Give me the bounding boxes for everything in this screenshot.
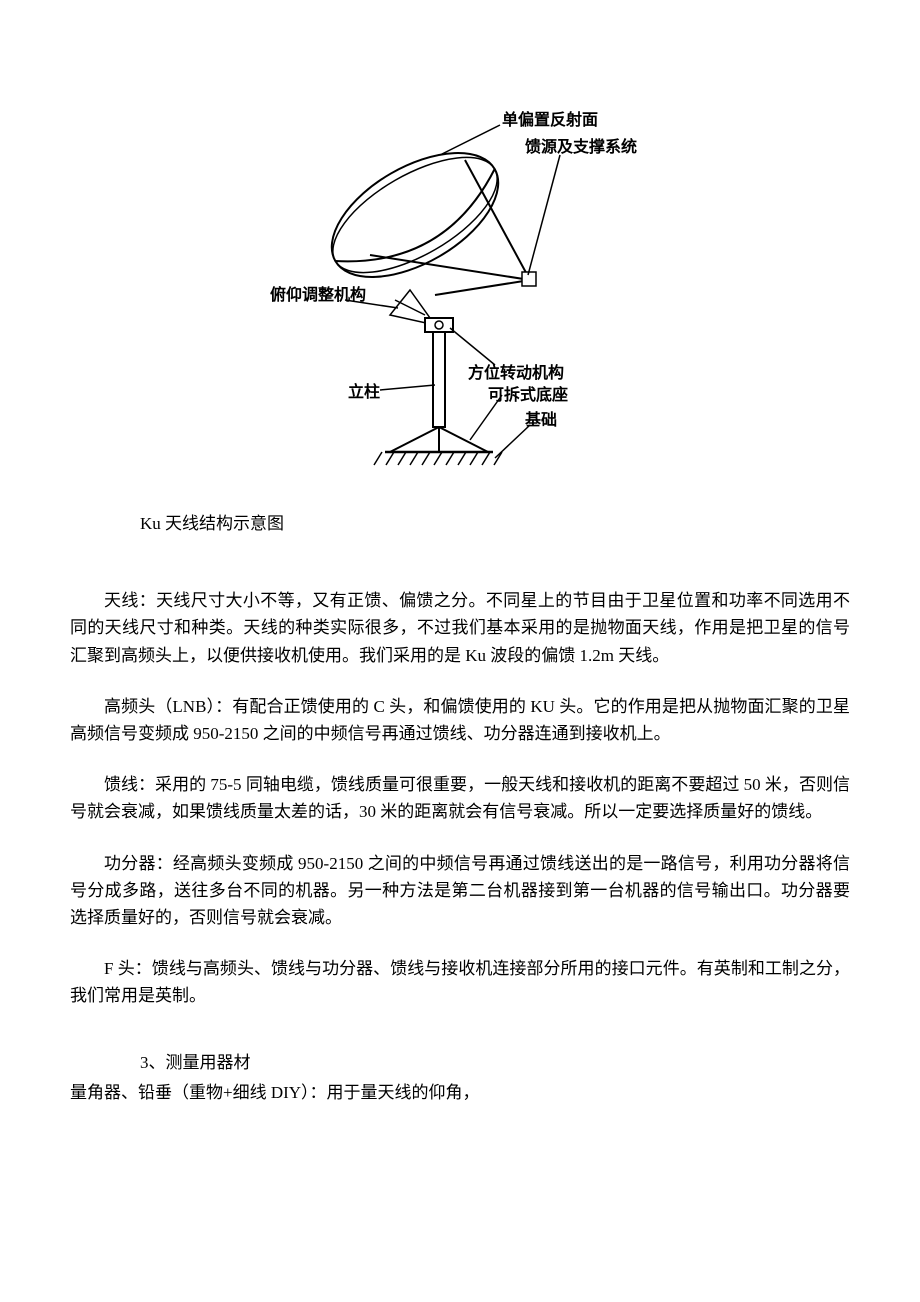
- paragraph-lnb: 高频头（LNB）：有配合正馈使用的 C 头，和偏馈使用的 KU 头。它的作用是把…: [70, 693, 850, 747]
- diagram-caption: Ku 天线结构示意图: [70, 510, 850, 537]
- label-base: 可拆式底座: [488, 385, 568, 404]
- section-3-heading: 3、测量用器材: [70, 1049, 850, 1076]
- paragraph-splitter: 功分器：经高频头变频成 950-2150 之间的中频信号再通过馈线送出的是一路信…: [70, 850, 850, 932]
- section-3-line: 量角器、铅垂（重物+细线 DIY）：用于量天线的仰角，: [70, 1079, 850, 1106]
- label-azimuth: 方位转动机构: [468, 363, 564, 382]
- paragraph-feedline: 馈线：采用的 75-5 同轴电缆，馈线质量可很重要，一般天线和接收机的距离不要超…: [70, 771, 850, 825]
- label-feed-system: 馈源及支撑系统: [525, 137, 637, 156]
- label-reflector: 单偏置反射面: [502, 110, 598, 129]
- label-elevation: 俯仰调整机构: [270, 285, 366, 304]
- antenna-diagram: 单偏置反射面 馈源及支撑系统 俯仰调整机构 立柱 方位转动机构 可拆式底座 基础: [270, 100, 650, 480]
- antenna-diagram-container: 单偏置反射面 馈源及支撑系统 俯仰调整机构 立柱 方位转动机构 可拆式底座 基础: [70, 100, 850, 480]
- paragraph-fhead: F 头：馈线与高频头、馈线与功分器、馈线与接收机连接部分所用的接口元件。有英制和…: [70, 955, 850, 1009]
- paragraph-antenna: 天线：天线尺寸大小不等，又有正馈、偏馈之分。不同星上的节目由于卫星位置和功率不同…: [70, 587, 850, 669]
- label-column: 立柱: [348, 382, 380, 401]
- label-foundation: 基础: [524, 410, 557, 429]
